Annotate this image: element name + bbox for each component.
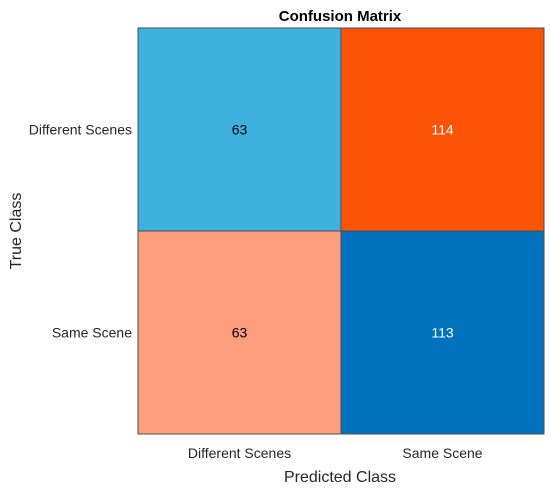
row-tick-label: Different Scenes xyxy=(29,122,132,138)
y-axis-label: True Class xyxy=(8,193,25,270)
col-tick-label: Different Scenes xyxy=(188,445,291,461)
row-tick-label: Same Scene xyxy=(52,325,132,341)
matrix-cell-0-0 xyxy=(137,27,342,232)
col-tick-label: Same Scene xyxy=(402,445,482,461)
matrix-cells xyxy=(137,27,545,435)
matrix-cell-0-1 xyxy=(340,27,545,232)
cell-value-1-1: 113 xyxy=(431,325,454,341)
x-axis-label: Predicted Class xyxy=(284,469,396,486)
chart-title: Confusion Matrix xyxy=(279,8,402,25)
col-tick-labels: Different Scenes Same Scene xyxy=(188,445,483,461)
cell-value-0-0: 63 xyxy=(232,122,248,138)
cell-value-1-0: 63 xyxy=(232,325,248,341)
matrix-cell-1-1 xyxy=(340,230,545,435)
matrix-cell-1-0 xyxy=(137,230,342,435)
matrix-cell-values: 63 114 63 113 xyxy=(232,122,454,341)
cell-value-0-1: 114 xyxy=(431,122,454,138)
row-tick-labels: Different Scenes Same Scene xyxy=(29,122,132,341)
